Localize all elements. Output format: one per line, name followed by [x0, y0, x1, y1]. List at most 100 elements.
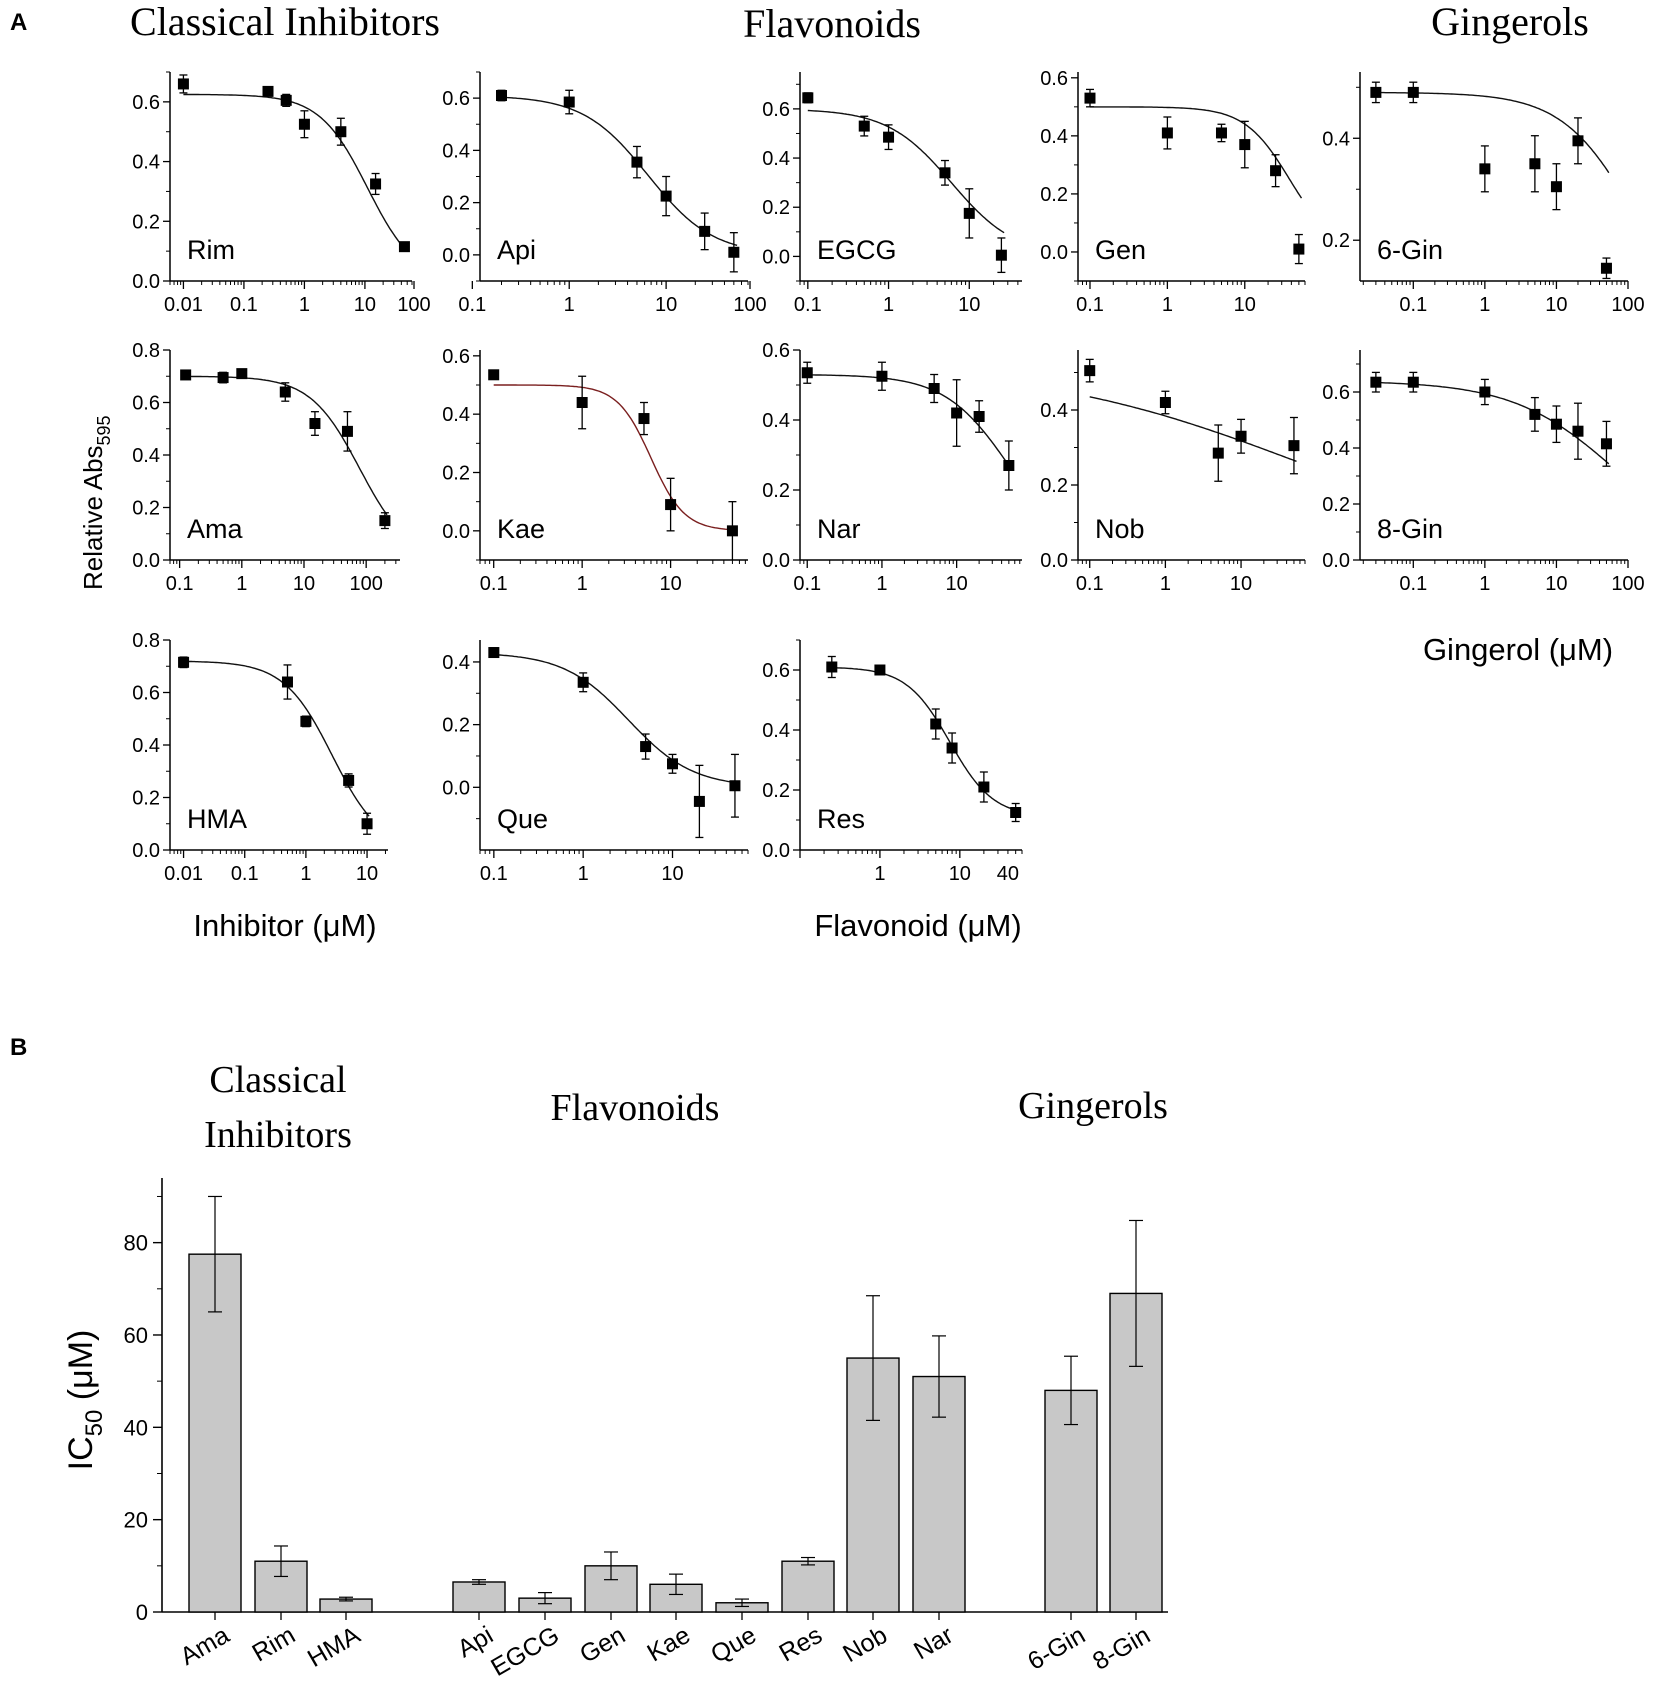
fit-curve [1375, 381, 1610, 465]
bar-res: Res [774, 1556, 835, 1667]
marker [1479, 386, 1491, 398]
data-point [298, 110, 310, 139]
data-point [631, 145, 643, 179]
data-point [279, 382, 291, 402]
data-point [883, 124, 895, 151]
marker [631, 156, 643, 168]
data-point [946, 732, 958, 764]
marker [495, 90, 507, 102]
marker [343, 774, 355, 786]
data-point [640, 733, 652, 760]
bar-que: Que [706, 1598, 769, 1669]
x-tick-label: 10 [293, 573, 315, 595]
y-tick-label: 0.0 [1040, 242, 1068, 264]
panel-label: HMA [187, 804, 247, 834]
xlabel-gingerol: Gingerol (μM) [1423, 632, 1613, 667]
marker [665, 499, 677, 511]
data-point [1159, 390, 1171, 415]
y-tick-label: 0.0 [762, 550, 790, 572]
marker [1600, 438, 1612, 450]
marker [1003, 460, 1015, 471]
header-gingerols: Gingerols [1431, 0, 1589, 44]
x-tick-label: 10 [958, 294, 980, 316]
marker [876, 370, 888, 382]
marker [1270, 165, 1282, 177]
panel-nar: 0.0 0.2 0.4 0.6 0.1 1 10 Nar [762, 340, 1022, 595]
marker [180, 369, 192, 381]
y-tick-label: 0.6 [762, 660, 790, 682]
panel-label: EGCG [817, 235, 897, 265]
marker [930, 718, 942, 730]
y-tick-label: 0.4 [442, 404, 470, 426]
data-point [1270, 154, 1282, 188]
marker [1010, 807, 1022, 818]
y-tick-label: 0.0 [442, 777, 470, 799]
x-tick-label: 0.01 [164, 294, 203, 316]
ylabel-relative-abs: Relative Abs595 [78, 415, 114, 590]
marker [1084, 365, 1096, 377]
panel-b-label: B [10, 1034, 27, 1061]
x-tick-label: 10 [1545, 573, 1567, 595]
x-tick-label: 1 [236, 573, 247, 595]
panel-label: Rim [187, 235, 235, 265]
fit-curve [183, 93, 408, 251]
y-tick-label: 0.4 [132, 735, 160, 757]
bar-category-label: Nar [909, 1621, 958, 1665]
marker [963, 207, 975, 219]
y-tick-label: 0.8 [132, 340, 160, 362]
data-point [801, 361, 813, 384]
bar-category-label: Kae [642, 1621, 695, 1667]
x-tick-label: 0.01 [164, 863, 203, 885]
data-point [1479, 378, 1491, 406]
marker [488, 369, 500, 381]
data-point [726, 501, 738, 560]
data-point [1288, 416, 1300, 475]
x-tick-label: 10 [659, 573, 681, 595]
x-tick-label: 10 [1230, 573, 1252, 595]
y-tick-label: 0.6 [442, 88, 470, 110]
marker [279, 386, 291, 398]
panel-6-gin: 0.2 0.4 0.1 1 10 100 6-Gin [1322, 72, 1645, 316]
y-tick-label: 0.4 [442, 140, 470, 162]
data-point [177, 74, 189, 94]
data-point [309, 411, 321, 436]
x-tick-label: 0.1 [1076, 573, 1104, 595]
bar [781, 1560, 835, 1613]
bar-y-tick-label: 60 [124, 1323, 148, 1348]
x-tick-label: 100 [1611, 573, 1644, 595]
marker [1239, 139, 1251, 151]
data-point [262, 85, 274, 97]
data-point [638, 401, 650, 436]
marker [1550, 181, 1562, 193]
marker [361, 818, 373, 830]
y-tick-label: 0.4 [1040, 400, 1068, 422]
data-point [728, 232, 740, 273]
marker [638, 413, 650, 425]
data-point [978, 771, 990, 803]
fit-curve [1375, 91, 1610, 174]
y-tick-label: 0.2 [1322, 230, 1350, 252]
panel-label: Gen [1095, 235, 1146, 265]
panel-api: 0.0 0.2 0.4 0.6 0.1 1 10 100 Api [442, 71, 767, 316]
bar-nar: Nar [909, 1335, 966, 1665]
data-point [343, 773, 355, 788]
xlabel-flavonoid: Flavonoid (μM) [814, 908, 1021, 943]
panel-8-gin: 0.0 0.2 0.4 0.6 0.1 1 10 100 8-Gin [1322, 350, 1645, 595]
marker [262, 85, 274, 97]
y-tick-label: 0.4 [1322, 438, 1350, 460]
data-point [1215, 123, 1227, 143]
marker [801, 367, 813, 379]
data-point [1370, 81, 1382, 104]
x-tick-label: 10 [655, 294, 677, 316]
bar-8-gin: 8-Gin [1088, 1219, 1163, 1676]
marker [802, 92, 814, 104]
data-point [1529, 396, 1541, 432]
marker [370, 178, 382, 190]
marker [946, 742, 958, 754]
marker [1407, 376, 1419, 388]
data-point [693, 764, 705, 839]
panel-a-label: A [10, 9, 27, 36]
y-tick-label: 0.0 [762, 246, 790, 268]
x-tick-label: 1 [883, 294, 894, 316]
